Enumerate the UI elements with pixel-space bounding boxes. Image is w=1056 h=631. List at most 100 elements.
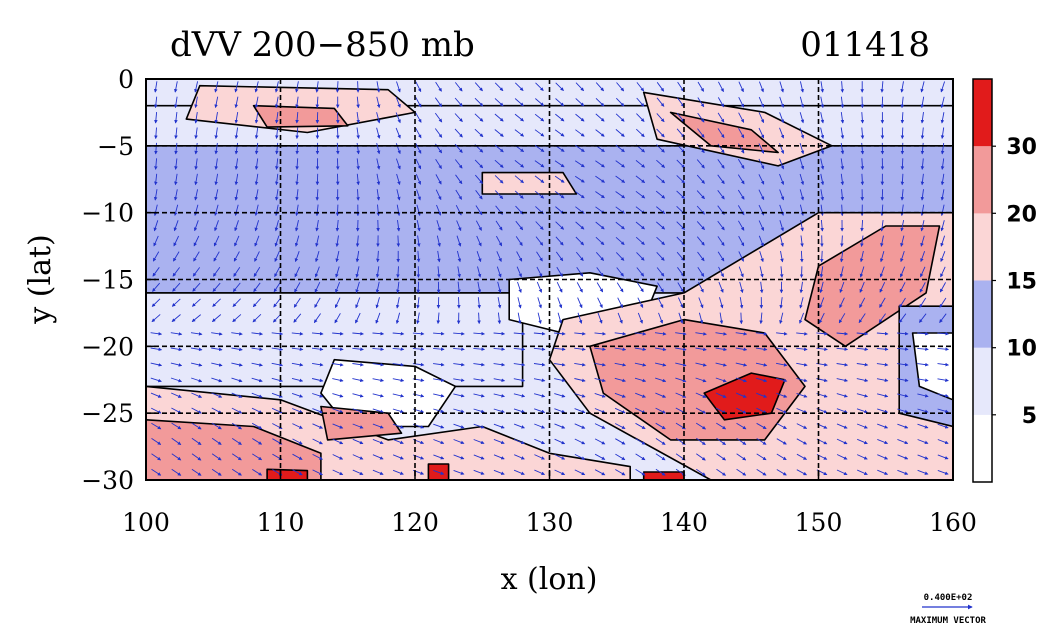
wind-vector xyxy=(857,454,868,460)
wind-vector xyxy=(656,82,665,92)
wind-vector xyxy=(234,189,239,201)
wind-vector xyxy=(594,347,606,352)
wind-vector xyxy=(352,469,364,475)
wind-vector xyxy=(840,189,845,201)
wind-vector xyxy=(274,220,279,232)
wind-vector xyxy=(294,282,301,293)
wind-vector xyxy=(396,266,400,278)
wind-vector xyxy=(311,347,324,352)
wind-vector xyxy=(515,236,523,246)
wind-vector xyxy=(856,362,869,367)
wind-vector xyxy=(900,250,905,263)
wind-vector xyxy=(614,347,627,352)
wind-vector xyxy=(494,113,504,122)
wind-vector xyxy=(756,438,767,445)
wind-vector xyxy=(737,205,745,216)
wind-vector xyxy=(937,393,949,398)
wind-vector xyxy=(656,144,665,153)
wind-vector xyxy=(190,362,203,367)
wind-vector xyxy=(575,98,585,107)
wind-vector xyxy=(335,266,340,278)
wind-vector xyxy=(897,378,909,382)
wind-vector xyxy=(497,297,502,309)
wind-vector xyxy=(696,453,706,461)
wind-vector xyxy=(595,129,605,137)
wind-vector xyxy=(574,362,586,367)
wind-vector xyxy=(595,113,605,122)
wind-vector xyxy=(675,347,687,352)
wind-vector xyxy=(252,298,261,308)
wind-vector xyxy=(937,347,949,351)
wind-vector xyxy=(352,393,364,398)
wind-vector xyxy=(799,127,805,139)
wind-vector xyxy=(554,423,566,429)
wind-vector xyxy=(779,297,783,309)
wind-vector xyxy=(211,407,223,414)
wind-vector xyxy=(917,454,929,460)
wind-vector xyxy=(697,128,705,138)
wind-vector xyxy=(416,204,421,216)
wind-vector xyxy=(395,158,401,170)
wind-vector xyxy=(376,96,381,109)
wind-vector xyxy=(574,469,586,476)
wind-vector xyxy=(755,347,768,352)
y-axis-ticks: 0 −5 −10 −15 −20 −25 −30 xyxy=(81,65,156,495)
wind-vector xyxy=(513,362,526,367)
wind-vector xyxy=(154,158,158,170)
wind-vector xyxy=(878,313,886,323)
wind-vector xyxy=(860,173,865,186)
x-axis-label: x (lon) xyxy=(501,562,598,597)
wind-vector xyxy=(917,439,929,445)
wind-vector xyxy=(315,81,319,93)
wind-vector xyxy=(554,378,566,383)
wind-vector xyxy=(513,408,526,414)
wind-vector xyxy=(174,189,178,201)
wind-vector xyxy=(153,189,158,201)
wind-vector xyxy=(574,331,586,336)
wind-vector xyxy=(170,347,183,352)
wind-vector xyxy=(534,423,546,429)
wind-vector xyxy=(616,82,625,92)
wind-vector xyxy=(315,250,320,263)
wind-vector xyxy=(635,407,646,414)
wind-vector xyxy=(477,281,482,294)
wind-vector xyxy=(940,204,945,217)
wind-vector xyxy=(415,112,422,123)
wind-vector xyxy=(836,378,848,383)
wind-vector xyxy=(194,158,198,170)
wind-vector xyxy=(836,423,848,429)
wind-vector xyxy=(716,437,726,445)
wind-vector xyxy=(779,112,785,124)
wind-vector xyxy=(493,331,506,336)
wind-vector xyxy=(617,297,624,309)
wind-vector xyxy=(211,314,222,322)
wind-vector xyxy=(677,81,685,92)
wind-vector xyxy=(533,378,546,382)
wind-vector xyxy=(697,112,705,123)
wind-vector xyxy=(636,97,645,107)
wind-vector xyxy=(656,236,665,246)
wind-vector xyxy=(859,250,864,263)
wind-vector xyxy=(799,189,805,201)
wind-vector xyxy=(856,408,868,414)
wind-vector xyxy=(575,221,585,230)
wind-vector xyxy=(392,347,405,351)
wind-vector xyxy=(937,469,949,475)
wind-vector xyxy=(372,347,385,351)
wind-vector xyxy=(516,251,523,262)
wind-vector xyxy=(880,220,884,232)
wind-vector xyxy=(900,96,905,109)
wind-vector xyxy=(796,438,808,445)
wind-vector xyxy=(494,98,504,107)
wind-vector xyxy=(900,142,905,155)
wind-vector xyxy=(295,112,299,124)
wind-vector xyxy=(937,331,949,336)
wind-vector xyxy=(758,158,765,170)
wind-vector xyxy=(696,205,705,215)
wind-vector xyxy=(635,236,645,246)
wind-vector xyxy=(251,422,263,430)
wind-vector xyxy=(796,408,808,414)
x-axis-ticks: 100 110 120 130 140 150 160 xyxy=(122,470,977,537)
wind-vector xyxy=(231,377,243,383)
wind-vector xyxy=(194,127,198,139)
